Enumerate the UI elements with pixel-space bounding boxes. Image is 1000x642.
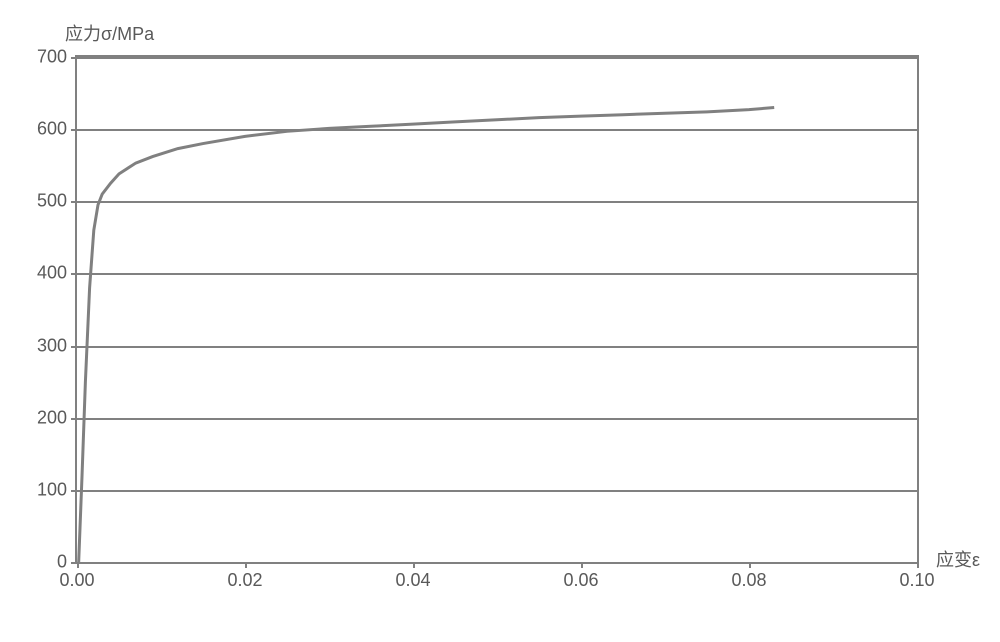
- gridline-horizontal: [77, 57, 917, 59]
- gridline-horizontal: [77, 129, 917, 131]
- x-tick-mark: [413, 562, 415, 568]
- y-tick-label: 600: [37, 119, 67, 140]
- gridline-horizontal: [77, 273, 917, 275]
- x-tick-label: 0.06: [563, 570, 598, 591]
- y-tick-mark: [71, 490, 77, 492]
- x-tick-mark: [749, 562, 751, 568]
- gridline-horizontal: [77, 490, 917, 492]
- gridline-horizontal: [77, 418, 917, 420]
- gridline-horizontal: [77, 201, 917, 203]
- x-tick-mark: [77, 562, 79, 568]
- y-tick-mark: [71, 273, 77, 275]
- x-tick-label: 0.04: [395, 570, 430, 591]
- y-tick-label: 500: [37, 191, 67, 212]
- y-tick-label: 300: [37, 335, 67, 356]
- plot-area: 01002003004005006007000.000.020.040.060.…: [75, 55, 919, 564]
- y-tick-mark: [71, 201, 77, 203]
- x-tick-label: 0.00: [59, 570, 94, 591]
- stress-strain-chart: 应力σ/MPa 应变ε 01002003004005006007000.000.…: [20, 20, 980, 620]
- x-tick-label: 0.10: [899, 570, 934, 591]
- y-tick-mark: [71, 129, 77, 131]
- x-tick-label: 0.08: [731, 570, 766, 591]
- stress-strain-curve: [79, 108, 775, 563]
- y-tick-label: 200: [37, 407, 67, 428]
- y-tick-label: 400: [37, 263, 67, 284]
- y-tick-mark: [71, 57, 77, 59]
- x-axis-title: 应变ε: [936, 546, 980, 572]
- y-tick-mark: [71, 346, 77, 348]
- x-tick-mark: [581, 562, 583, 568]
- y-axis-title: 应力σ/MPa: [65, 20, 154, 46]
- y-tick-label: 100: [37, 479, 67, 500]
- y-tick-label: 700: [37, 47, 67, 68]
- x-tick-label: 0.02: [227, 570, 262, 591]
- x-tick-mark: [245, 562, 247, 568]
- y-tick-mark: [71, 418, 77, 420]
- x-tick-mark: [917, 562, 919, 568]
- chart-svg: [77, 57, 917, 562]
- gridline-horizontal: [77, 346, 917, 348]
